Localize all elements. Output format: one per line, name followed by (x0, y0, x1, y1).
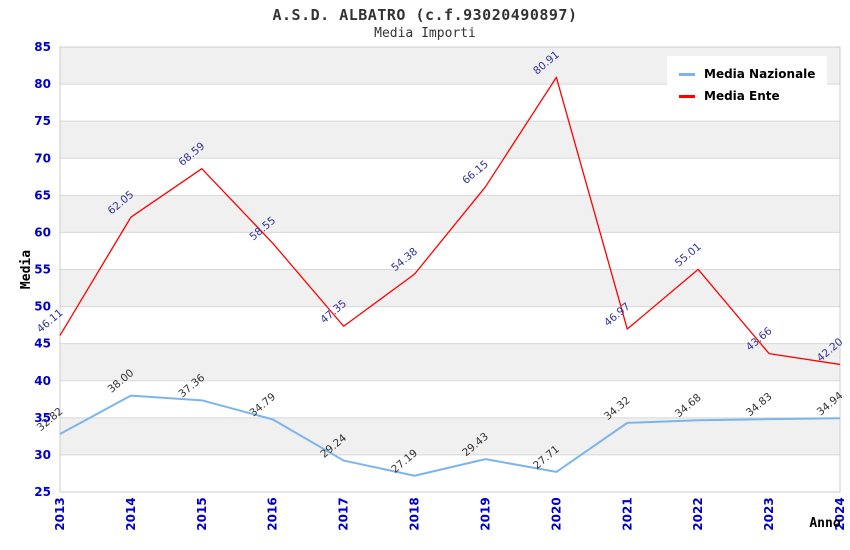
y-tick-label: 25 (34, 485, 51, 499)
x-tick-label: 2019 (478, 497, 492, 530)
legend-label-nazionale: Media Nazionale (704, 67, 816, 81)
y-tick-label: 80 (34, 77, 51, 91)
series-line-media-ente[interactable] (59, 76, 841, 366)
chart-subtitle: Media Importi (374, 26, 476, 41)
legend-swatch-nazionale-icon (679, 72, 695, 76)
plot-band (60, 417, 840, 455)
plot-band (60, 195, 840, 233)
x-axis-title: Anno (809, 516, 840, 531)
y-tick-label: 30 (34, 448, 51, 462)
y-tick-label: 75 (34, 114, 51, 128)
x-tick-label: 2015 (195, 497, 209, 530)
data-label-media-ente: 55.01 (673, 241, 704, 270)
y-tick-label: 35 (34, 411, 51, 425)
legend-item-media-ente[interactable]: Media Ente (679, 85, 815, 107)
data-label-media-nazionale: 34.83 (744, 391, 775, 420)
x-tick-label: 2014 (124, 497, 138, 530)
y-tick-label: 85 (34, 40, 51, 54)
plot-band (60, 121, 840, 159)
data-label-media-nazionale: 34.79 (247, 391, 278, 420)
y-tick-label: 45 (34, 337, 51, 351)
plot-border (59, 46, 841, 493)
y-tick-label: 60 (34, 225, 51, 239)
y-tick-label: 55 (34, 263, 51, 277)
data-label-media-nazionale: 34.94 (815, 390, 846, 419)
legend-swatch-ente-icon (679, 94, 695, 98)
x-tick-label: 2017 (337, 497, 351, 530)
x-tick-label: 2018 (408, 497, 422, 530)
data-label-media-nazionale: 34.68 (673, 392, 704, 421)
series-line-media-nazionale[interactable] (59, 394, 841, 477)
y-axis-title: Media (19, 250, 34, 289)
y-tick-label: 70 (34, 151, 51, 165)
y-tick-label: 65 (34, 188, 51, 202)
x-tick-label: 2013 (53, 497, 67, 530)
x-tick-label: 2023 (762, 497, 776, 530)
y-tick-label: 50 (34, 300, 51, 314)
y-tick-label: 40 (34, 374, 51, 388)
x-tick-label: 2016 (266, 497, 280, 530)
x-tick-label: 2024 (833, 497, 847, 530)
data-label-media-ente: 66.15 (460, 158, 491, 187)
plot-band (60, 343, 840, 381)
legend-item-media-nazionale[interactable]: Media Nazionale (679, 63, 815, 85)
legend-label-ente: Media Ente (704, 89, 780, 103)
legend: Media Nazionale Media Ente (667, 56, 828, 114)
x-tick-label: 2022 (691, 497, 705, 530)
chart-title: A.S.D. ALBATRO (c.f.93020490897) (272, 6, 578, 24)
x-tick-label: 2021 (620, 497, 634, 530)
plot-band (60, 269, 840, 307)
x-tick-label: 2020 (549, 497, 563, 530)
